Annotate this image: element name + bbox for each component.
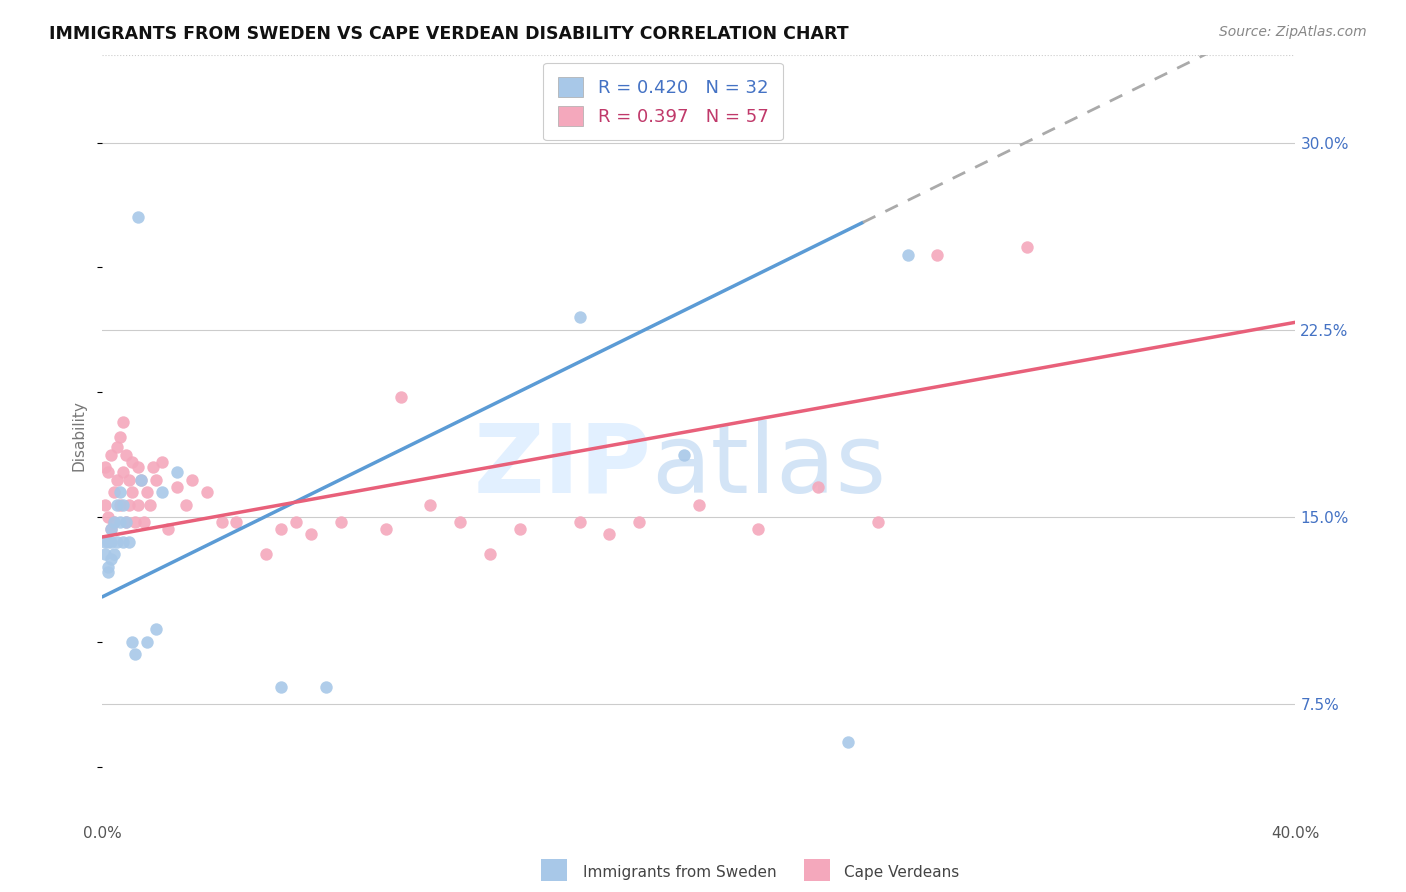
- Text: atlas: atlas: [651, 420, 886, 513]
- Point: [180, 473, 202, 487]
- Point: [100, 552, 122, 566]
- Point: [329, 515, 352, 529]
- Point: [156, 523, 179, 537]
- Point: [129, 473, 152, 487]
- Point: [127, 211, 149, 225]
- Point: [100, 523, 122, 537]
- Point: [105, 440, 128, 454]
- Point: [108, 498, 131, 512]
- Point: [747, 523, 769, 537]
- Point: [598, 527, 620, 541]
- Point: [108, 430, 131, 444]
- Point: [270, 523, 292, 537]
- Point: [254, 548, 277, 562]
- Point: [103, 515, 125, 529]
- Y-axis label: Disability: Disability: [72, 401, 86, 471]
- Point: [94, 460, 117, 475]
- Point: [136, 635, 159, 649]
- Point: [389, 390, 412, 404]
- Point: [897, 248, 920, 262]
- Point: [112, 498, 135, 512]
- Point: [103, 548, 125, 562]
- Point: [225, 515, 247, 529]
- Point: [807, 480, 830, 494]
- Point: [628, 515, 651, 529]
- Legend: R = 0.420   N = 32, R = 0.397   N = 57: R = 0.420 N = 32, R = 0.397 N = 57: [543, 62, 783, 140]
- Point: [94, 498, 117, 512]
- Point: [1015, 240, 1038, 254]
- Point: [509, 523, 531, 537]
- Point: [866, 515, 889, 529]
- Point: [270, 680, 292, 694]
- Point: [115, 515, 138, 529]
- Point: [568, 310, 591, 325]
- Point: [479, 548, 502, 562]
- Point: [129, 473, 152, 487]
- Point: [449, 515, 471, 529]
- Point: [103, 515, 125, 529]
- Point: [118, 498, 141, 512]
- Point: [97, 535, 120, 549]
- Point: [127, 498, 149, 512]
- Point: [118, 473, 141, 487]
- Point: [121, 635, 143, 649]
- Point: [105, 498, 128, 512]
- Point: [115, 448, 138, 462]
- Point: [174, 498, 197, 512]
- Point: [121, 455, 143, 469]
- Point: [568, 515, 591, 529]
- Point: [108, 515, 131, 529]
- Point: [124, 515, 146, 529]
- Point: [139, 498, 162, 512]
- Point: [145, 623, 167, 637]
- Point: [100, 535, 122, 549]
- Point: [112, 465, 135, 479]
- Point: [118, 535, 141, 549]
- Text: Cape Verdeans: Cape Verdeans: [844, 865, 959, 880]
- Point: [112, 415, 135, 429]
- Text: ZIP: ZIP: [474, 420, 651, 513]
- Point: [103, 485, 125, 500]
- Point: [150, 485, 173, 500]
- Point: [672, 448, 695, 462]
- Point: [166, 465, 188, 479]
- Point: [150, 455, 173, 469]
- Point: [166, 480, 188, 494]
- Point: [837, 735, 859, 749]
- Point: [927, 248, 949, 262]
- Point: [97, 565, 120, 579]
- Point: [115, 515, 138, 529]
- Point: [112, 535, 135, 549]
- Point: [299, 527, 322, 541]
- Point: [127, 460, 149, 475]
- Text: IMMIGRANTS FROM SWEDEN VS CAPE VERDEAN DISABILITY CORRELATION CHART: IMMIGRANTS FROM SWEDEN VS CAPE VERDEAN D…: [49, 25, 849, 43]
- Point: [145, 473, 167, 487]
- Point: [100, 523, 122, 537]
- Point: [97, 560, 120, 574]
- Point: [688, 498, 710, 512]
- Point: [97, 465, 120, 479]
- Point: [100, 448, 122, 462]
- Point: [94, 548, 117, 562]
- Point: [105, 473, 128, 487]
- Text: Source: ZipAtlas.com: Source: ZipAtlas.com: [1219, 25, 1367, 39]
- Point: [374, 523, 396, 537]
- Point: [285, 515, 308, 529]
- Text: Immigrants from Sweden: Immigrants from Sweden: [583, 865, 778, 880]
- Point: [108, 485, 131, 500]
- Point: [94, 535, 117, 549]
- Point: [97, 510, 120, 524]
- Point: [211, 515, 233, 529]
- Point: [121, 485, 143, 500]
- Point: [124, 648, 146, 662]
- Point: [195, 485, 218, 500]
- Point: [142, 460, 165, 475]
- Point: [132, 515, 155, 529]
- Point: [419, 498, 441, 512]
- Point: [315, 680, 337, 694]
- Point: [136, 485, 159, 500]
- Point: [105, 535, 128, 549]
